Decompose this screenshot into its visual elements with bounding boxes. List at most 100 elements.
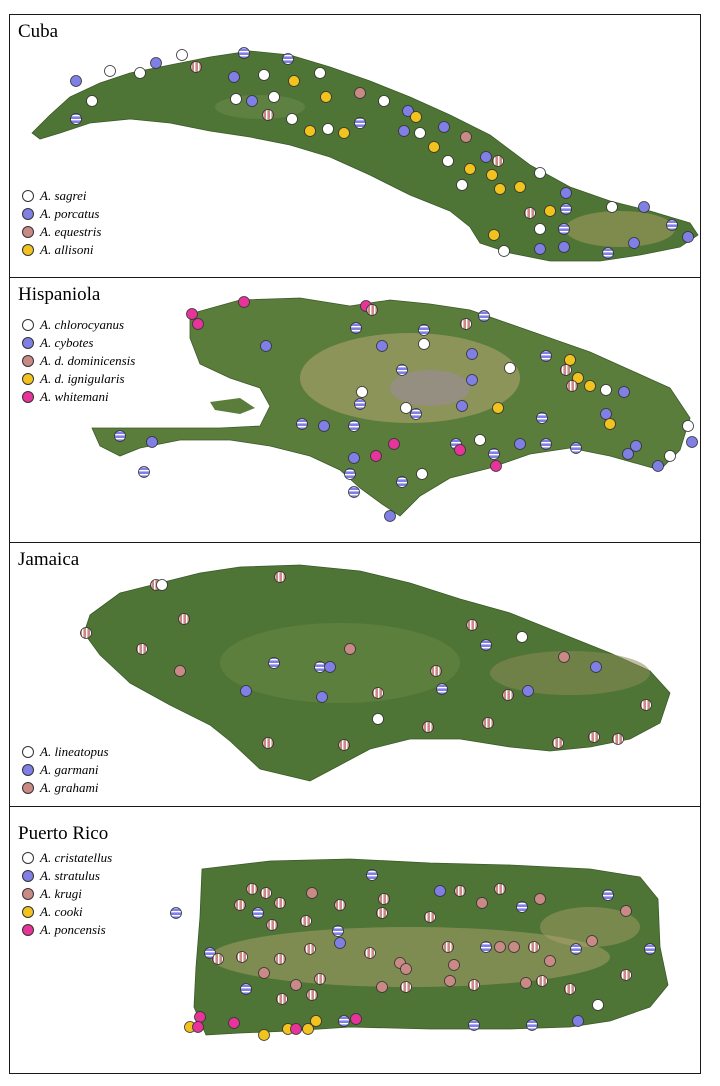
krugi-marker	[306, 887, 318, 899]
legend-item: A. lineatopus	[22, 743, 109, 761]
krugi-marker	[494, 883, 506, 895]
krugi-marker	[304, 943, 316, 955]
porcatus-marker	[70, 113, 82, 125]
allisoni-marker	[486, 169, 498, 181]
ignigularis-marker	[564, 354, 576, 366]
cybotes-marker	[418, 324, 430, 336]
sagrei-marker	[230, 93, 242, 105]
chlorocyanus-marker	[356, 386, 368, 398]
krugi-marker	[620, 905, 632, 917]
chlorocyanus-marker	[474, 434, 486, 446]
legend-item: A. krugi	[22, 885, 112, 903]
cybotes-marker	[570, 442, 582, 454]
allisoni-marker	[338, 127, 350, 139]
grahami-marker	[612, 733, 624, 745]
sagrei-marker	[322, 123, 334, 135]
grahami-marker	[552, 737, 564, 749]
whitemani-marker	[370, 450, 382, 462]
circle-icon	[22, 337, 34, 349]
whitemani-marker	[388, 438, 400, 450]
grahami-marker	[262, 737, 274, 749]
cybotes-marker	[652, 460, 664, 472]
puerto-rico-markers	[170, 869, 656, 1041]
krugi-marker	[424, 911, 436, 923]
porcatus-marker	[246, 95, 258, 107]
equestris-marker	[262, 109, 274, 121]
porcatus-marker	[480, 151, 492, 163]
krugi-marker	[260, 887, 272, 899]
stratulus-marker	[570, 943, 582, 955]
legend: A. chlorocyanus A. cybotes A. d. dominic…	[22, 316, 135, 406]
garmani-marker	[480, 639, 492, 651]
sagrei-marker	[442, 155, 454, 167]
circle-icon	[22, 852, 34, 864]
panel-title: Jamaica	[18, 549, 80, 570]
krugi-marker	[364, 947, 376, 959]
sagrei-marker	[258, 69, 270, 81]
porcatus-marker	[602, 247, 614, 259]
sagrei-marker	[268, 91, 280, 103]
krugi-marker	[300, 915, 312, 927]
sagrei-marker	[286, 113, 298, 125]
cybotes-marker	[114, 430, 126, 442]
porcatus-marker	[238, 47, 250, 59]
grahami-marker	[430, 665, 442, 677]
cybotes-marker	[488, 448, 500, 460]
poncensis-marker	[350, 1013, 362, 1025]
ignigularis-marker	[492, 402, 504, 414]
cybotes-marker	[348, 486, 360, 498]
legend-item: A. chlorocyanus	[22, 316, 135, 334]
cybotes-marker	[536, 412, 548, 424]
krugi-marker	[534, 893, 546, 905]
circle-icon	[22, 226, 34, 238]
chlorocyanus-marker	[400, 402, 412, 414]
krugi-marker	[378, 893, 390, 905]
cybotes-marker	[410, 408, 422, 420]
sagrei-marker	[134, 67, 146, 79]
porcatus-marker	[666, 219, 678, 231]
krugi-marker	[274, 953, 286, 965]
sagrei-marker	[498, 245, 510, 257]
krugi-marker	[314, 973, 326, 985]
circle-icon	[22, 746, 34, 758]
circle-icon	[22, 870, 34, 882]
cuba-panel: Cuba A. sagrei A. porcatus A. equestris …	[9, 14, 701, 279]
cybotes-marker	[686, 436, 698, 448]
legend-item: A. equestris	[22, 223, 101, 241]
krugi-marker	[444, 975, 456, 987]
cybotes-marker	[348, 452, 360, 464]
cybotes-marker	[622, 448, 634, 460]
legend-item: A. d. dominicensis	[22, 352, 135, 370]
jamaica-highland	[220, 623, 460, 703]
puerto-rico-map	[170, 858, 669, 1041]
equestris-marker	[492, 155, 504, 167]
grahami-marker	[372, 687, 384, 699]
krugi-marker	[536, 975, 548, 987]
sagrei-marker	[314, 67, 326, 79]
grahami-marker	[174, 665, 186, 677]
grahami-marker	[338, 739, 350, 751]
cybotes-marker	[600, 408, 612, 420]
grahami-marker	[274, 571, 286, 583]
porcatus-marker	[438, 121, 450, 133]
dominicensis-marker	[460, 318, 472, 330]
hispaniola-markers	[114, 296, 698, 522]
sagrei-marker	[534, 223, 546, 235]
grahami-marker	[178, 613, 190, 625]
legend-item: A. whitemani	[22, 388, 135, 406]
hispaniola-panel: Hispaniola A. chlorocyanus A. cybotes A.…	[9, 277, 701, 544]
sagrei-marker	[86, 95, 98, 107]
circle-icon	[22, 319, 34, 331]
krugi-marker	[212, 953, 224, 965]
chlorocyanus-marker	[416, 468, 428, 480]
stratulus-marker	[366, 869, 378, 881]
poncensis-marker	[290, 1023, 302, 1035]
stratulus-marker	[332, 925, 344, 937]
poncensis-marker	[228, 1017, 240, 1029]
cybotes-marker	[138, 466, 150, 478]
sagrei-marker	[104, 65, 116, 77]
porcatus-marker	[638, 201, 650, 213]
circle-icon	[22, 190, 34, 202]
cybotes-marker	[350, 322, 362, 334]
legend-item: A. poncensis	[22, 921, 112, 939]
